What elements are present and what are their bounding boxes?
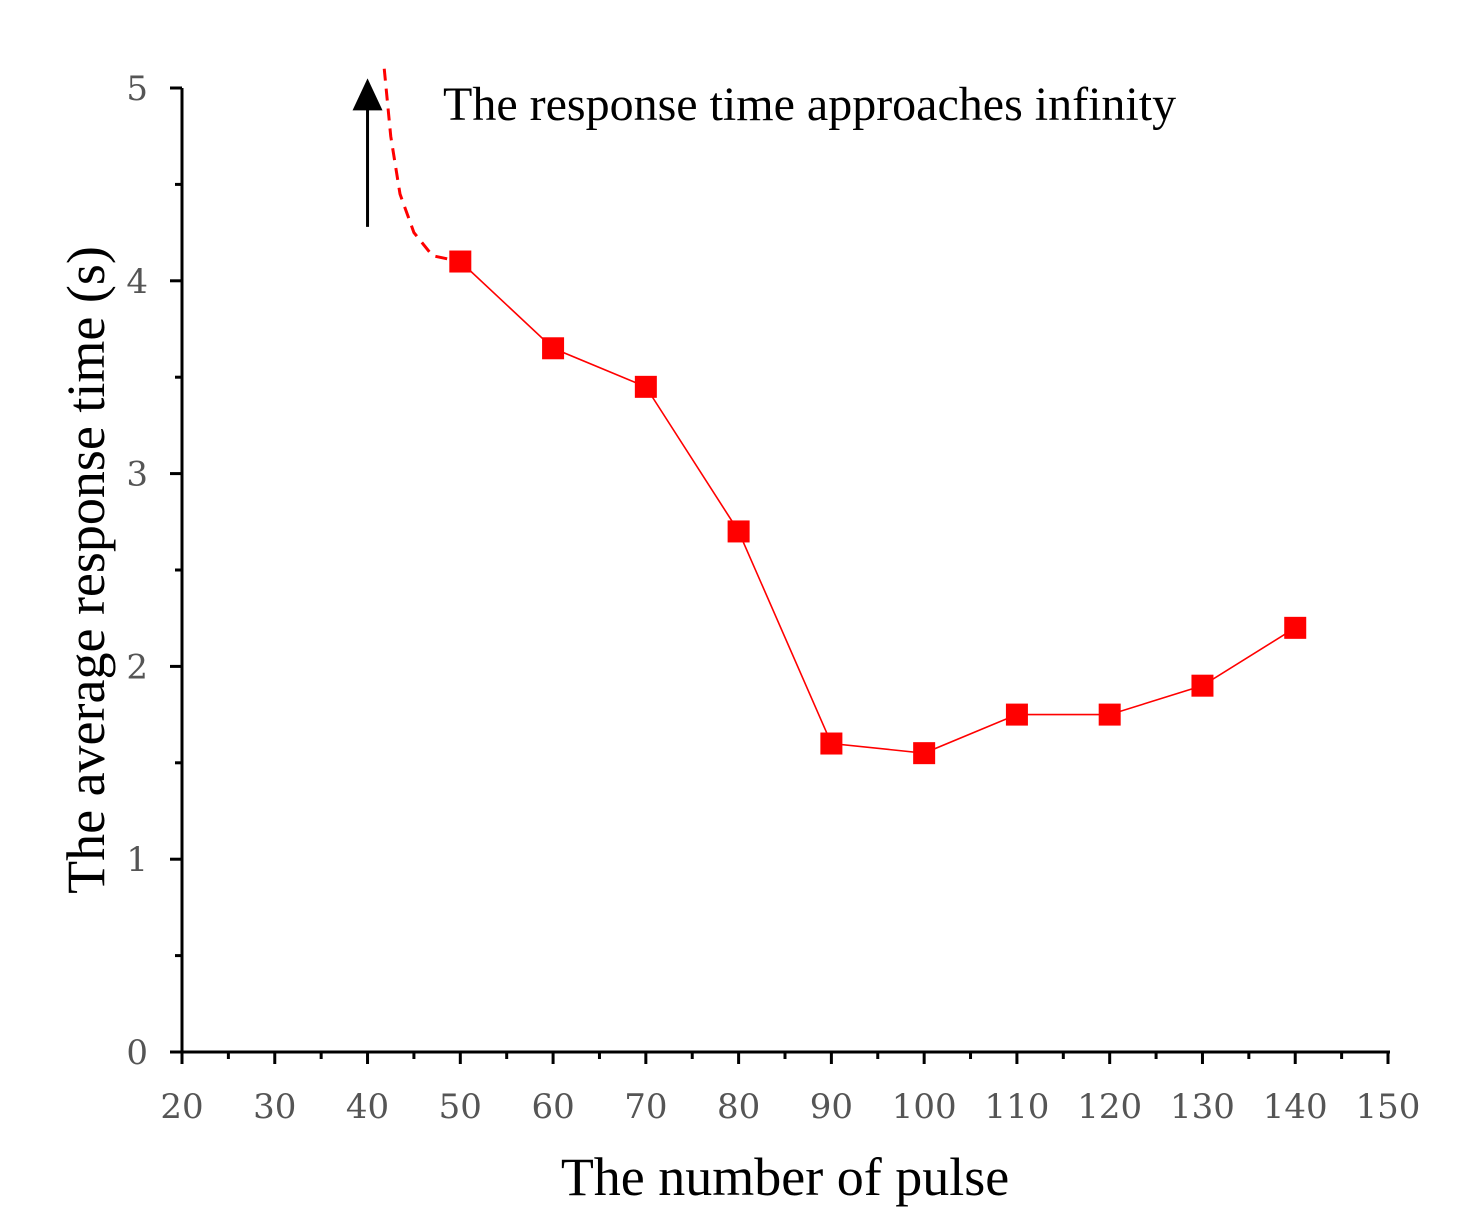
y-ticks: 0 1 2 3 4 5 [126,69,182,1073]
series-line [459,260,1296,754]
data-point [542,337,565,360]
asymptote-dashed-curve [382,68,461,263]
data-point [820,732,843,755]
data-point [634,375,657,398]
x-axis-title: The number of pulse [561,1147,1009,1207]
x-tick-label: 110 [984,1087,1049,1127]
y-tick-label: 0 [126,1033,148,1073]
x-tick-label: 40 [346,1087,389,1127]
y-tick-label: 4 [126,262,148,302]
x-ticks: 20 30 40 50 60 70 80 90 100 110 120 130 140 150 [160,1052,1420,1127]
data-point [1005,703,1028,726]
x-tick-label: 70 [624,1087,667,1127]
x-tick-label: 140 [1263,1087,1328,1127]
y-tick-label: 2 [126,647,148,687]
x-tick-label: 120 [1077,1087,1142,1127]
axes [180,88,1390,1054]
data-point [913,742,936,765]
data-point [449,250,472,273]
x-tick-label: 60 [531,1087,574,1127]
annotation-text: The response time approaches infinity [443,78,1176,131]
data-point [1191,674,1214,697]
x-tick-label: 20 [160,1087,203,1127]
data-point [1098,703,1121,726]
x-tick-label: 30 [253,1087,296,1127]
series-layer [449,250,1307,765]
data-point [1284,616,1307,639]
data-point [727,520,750,543]
x-tick-label: 150 [1356,1087,1421,1127]
x-tick-label: 50 [439,1087,482,1127]
y-axis-title: The average response time (s) [56,246,116,894]
x-tick-label: 100 [892,1087,957,1127]
y-tick-label: 1 [126,840,148,880]
y-tick-label: 5 [126,69,148,109]
curve-layer [382,68,461,263]
x-tick-label: 90 [810,1087,853,1127]
annotation-layer: The response time approaches infinity [352,78,1176,227]
y-tick-label: 3 [126,455,148,495]
annotation-arrow-head [352,78,383,111]
x-tick-label: 130 [1170,1087,1235,1127]
x-tick-label: 80 [717,1087,760,1127]
